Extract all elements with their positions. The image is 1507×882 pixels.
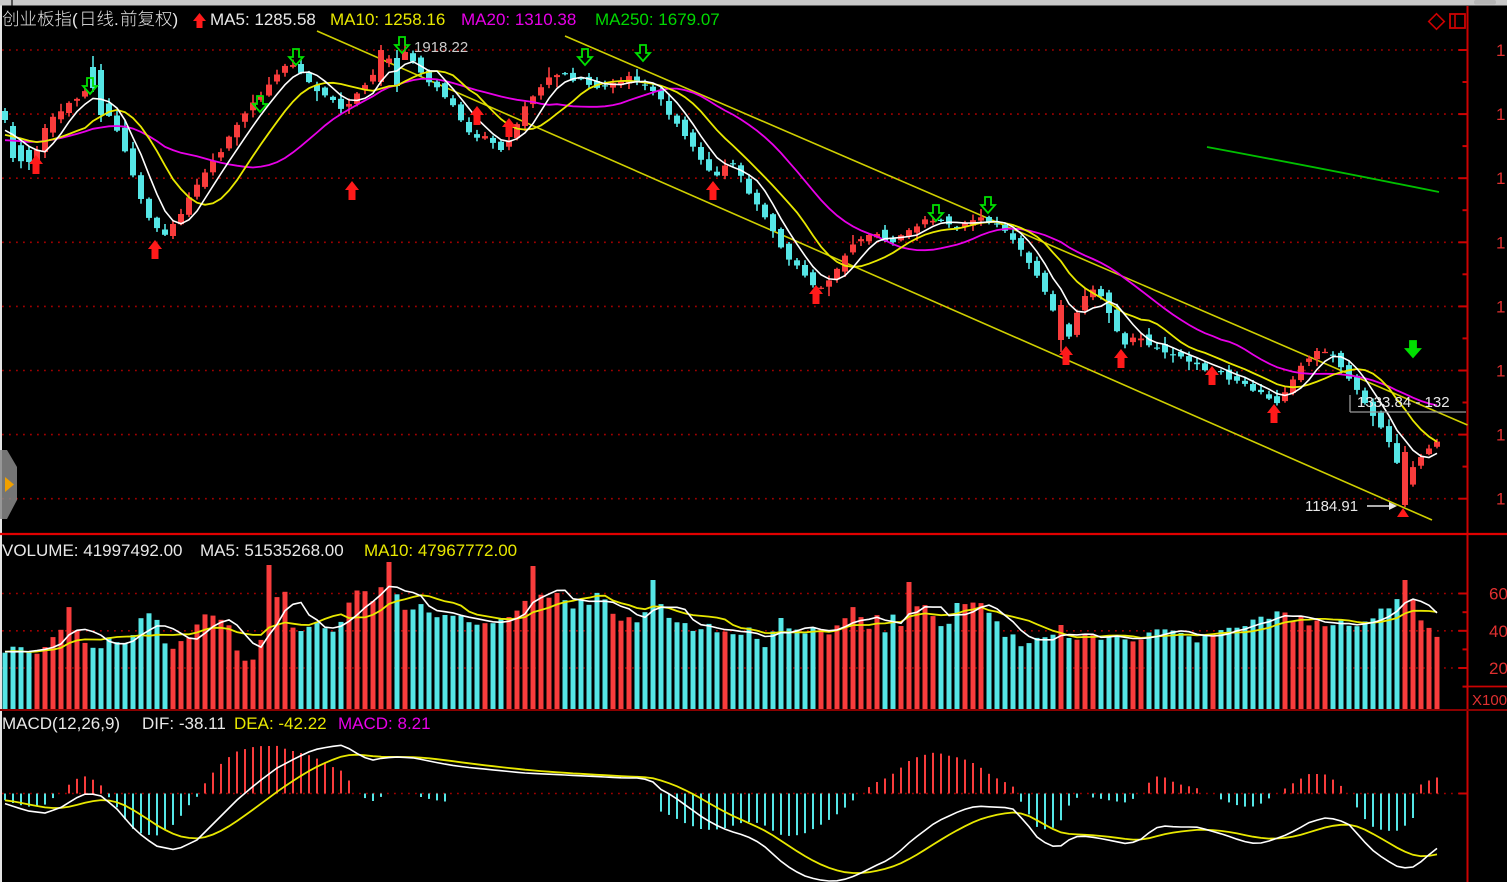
svg-text:1: 1 [1496,41,1505,60]
svg-text:20: 20 [1489,659,1507,678]
svg-text:DEA: -42.22: DEA: -42.22 [234,714,327,733]
svg-text:1184.91: 1184.91 [1305,498,1358,515]
svg-text:MACD(12,26,9): MACD(12,26,9) [2,714,120,733]
svg-text:1: 1 [1496,426,1505,445]
svg-text:1: 1 [1496,297,1505,316]
svg-text:1: 1 [1496,362,1505,381]
svg-text:.: . [114,10,119,29]
svg-text:40: 40 [1489,622,1507,641]
svg-text:MA250: 1679.07: MA250: 1679.07 [595,10,720,29]
svg-text:DIF: -38.11: DIF: -38.11 [142,714,226,733]
svg-text:MA20: 1310.38: MA20: 1310.38 [461,10,576,29]
svg-text:1333.84 - 132: 1333.84 - 132 [1357,394,1450,411]
svg-text:1918.22: 1918.22 [414,39,468,56]
svg-text:X100: X100 [1472,692,1507,709]
svg-text:(: ( [72,10,78,29]
svg-text:MA5: 1285.58: MA5: 1285.58 [210,10,316,29]
svg-text:): ) [173,10,179,29]
svg-text:1: 1 [1496,169,1505,188]
svg-text:VOLUME: 41997492.00: VOLUME: 41997492.00 [2,541,183,560]
svg-text:1: 1 [1496,490,1505,509]
svg-text:MA10: 47967772.00: MA10: 47967772.00 [364,541,517,560]
svg-text:MA5: 51535268.00: MA5: 51535268.00 [200,541,344,560]
svg-text:1: 1 [1496,233,1505,252]
svg-text:MACD: 8.21: MACD: 8.21 [338,714,431,733]
svg-text:60: 60 [1489,585,1507,604]
svg-text:1: 1 [1496,105,1505,124]
svg-text:MA10: 1258.16: MA10: 1258.16 [330,10,445,29]
